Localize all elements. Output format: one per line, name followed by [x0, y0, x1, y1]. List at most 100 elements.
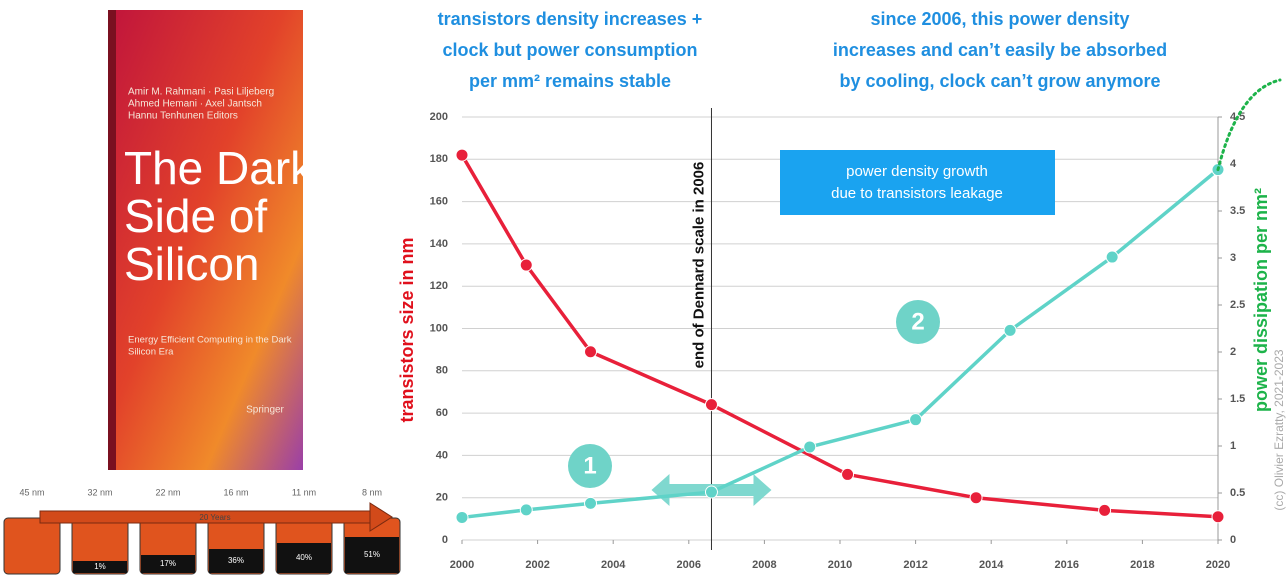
y-tick-label: 20: [436, 492, 448, 504]
y2-tick-label: 4: [1230, 158, 1237, 170]
data-point: [1105, 250, 1119, 264]
x-tick-label: 2000: [450, 559, 474, 571]
y-tick-label: 0: [442, 534, 448, 546]
node-label: 11 nm: [292, 487, 316, 497]
book-author: Amir M. Rahmani · Pasi Liljeberg: [128, 87, 274, 98]
data-point: [584, 345, 598, 359]
x-tick-label: 2002: [525, 559, 549, 571]
x-tick-label: 2008: [752, 559, 776, 571]
node-label: 32 nm: [87, 487, 112, 497]
share-label: 17%: [160, 559, 176, 568]
y2-tick-label: 2: [1230, 346, 1236, 358]
dark-part: [345, 537, 399, 573]
left-note: per mm² remains stable: [469, 71, 671, 91]
right-note: increases and can’t easily be absorbed: [833, 40, 1167, 60]
y-tick-label: 40: [436, 449, 448, 461]
x-tick-label: 2012: [903, 559, 927, 571]
share-label: 51%: [364, 550, 380, 559]
chip-strip: 45 nm 32 nm 1% 22 nm 17% 16 nm 36% 11 nm 40% 8 nm…: [3, 487, 401, 575]
y2-tick-label: 3: [1230, 252, 1236, 264]
book-subtitle: Silicon Era: [128, 347, 174, 358]
data-point: [455, 148, 469, 162]
y-tick-label: 100: [430, 322, 448, 334]
x-tick-label: 2006: [677, 559, 701, 571]
data-point: [803, 440, 817, 454]
book-author: Hannu Tenhunen Editors: [128, 111, 238, 122]
share-label: 1%: [94, 562, 106, 571]
y-tick-label: 180: [430, 153, 448, 165]
y-tick-label: 140: [430, 238, 448, 250]
book-spine: [108, 10, 116, 470]
y-tick-label: 80: [436, 365, 448, 377]
step-label: 2: [911, 308, 924, 335]
step-badge: [896, 300, 940, 344]
node-label: 45 nm: [19, 487, 44, 497]
span-arrow-head: [369, 502, 393, 532]
box-text: power density growth: [846, 163, 988, 180]
y2-tick-label: 1: [1230, 440, 1236, 452]
x-tick-label: 2018: [1130, 559, 1154, 571]
book-cover: [108, 10, 303, 470]
node-label: 16 nm: [223, 487, 248, 497]
x-tick-label: 2004: [601, 559, 626, 571]
data-point: [909, 413, 923, 427]
dark-part: [141, 555, 195, 573]
data-point: [841, 467, 855, 481]
node-label: 22 nm: [155, 487, 180, 497]
y-axis-label: transistors size in nm: [397, 237, 417, 422]
data-point: [1211, 510, 1225, 524]
right-note: by cooling, clock can’t grow anymore: [839, 71, 1160, 91]
step-badge: [568, 444, 612, 488]
dennard-label: end of Dennard scale in 2006: [690, 162, 707, 369]
data-point: [1098, 503, 1112, 517]
book-publisher: Springer: [246, 405, 284, 416]
data-point: [584, 496, 598, 510]
data-point: [519, 258, 533, 272]
dark-part: [277, 543, 331, 573]
share-label: 36%: [228, 556, 244, 565]
chart: 02040608010012014016018020000.511.522.53…: [397, 9, 1282, 571]
book-title: The Dark: [124, 142, 314, 194]
y2-tick-label: 0: [1230, 534, 1236, 546]
right-note: since 2006, this power density: [870, 9, 1129, 29]
left-note: clock but power consumption: [442, 40, 697, 60]
span-label: 20 Years: [199, 513, 230, 522]
x-tick-label: 2020: [1206, 559, 1230, 571]
x-tick-label: 2010: [828, 559, 852, 571]
data-point: [1003, 323, 1017, 337]
credit: (cc) Olivier Ezratty, 2021-2023: [1272, 349, 1286, 510]
x-tick-label: 2014: [979, 559, 1004, 571]
data-point: [455, 510, 469, 524]
y2-tick-label: 0.5: [1230, 487, 1245, 499]
dark-part: [209, 549, 263, 573]
y-tick-label: 200: [430, 111, 448, 123]
data-point: [704, 485, 718, 499]
series-line: [460, 154, 1219, 519]
y2-tick-label: 3.5: [1230, 205, 1245, 217]
note-box: [780, 150, 1055, 215]
box-text: due to transistors leakage: [831, 185, 1003, 202]
book-subtitle: Energy Efficient Computing in the Dark: [128, 335, 292, 346]
chip: [3, 517, 61, 575]
data-point: [519, 503, 533, 517]
y-tick-label: 160: [430, 196, 448, 208]
y2-axis-label: power dissipation per nm²: [1251, 188, 1271, 412]
book-author: Ahmed Hemani · Axel Jantsch: [128, 99, 262, 110]
book-title: Silicon: [124, 238, 260, 290]
left-note: transistors density increases +: [438, 9, 703, 29]
y-tick-label: 60: [436, 407, 448, 419]
y2-tick-label: 2.5: [1230, 299, 1245, 311]
dark-part: [73, 561, 127, 573]
dotted-continuation: [1216, 78, 1282, 172]
book-title: Side of: [124, 190, 267, 242]
data-point: [704, 398, 718, 412]
y2-tick-label: 1.5: [1230, 393, 1245, 405]
share-label: 40%: [296, 553, 312, 562]
x-tick-label: 2016: [1055, 559, 1079, 571]
y-tick-label: 120: [430, 280, 448, 292]
node-label: 8 nm: [362, 487, 382, 497]
step-label: 1: [583, 452, 596, 479]
data-point: [969, 491, 983, 505]
